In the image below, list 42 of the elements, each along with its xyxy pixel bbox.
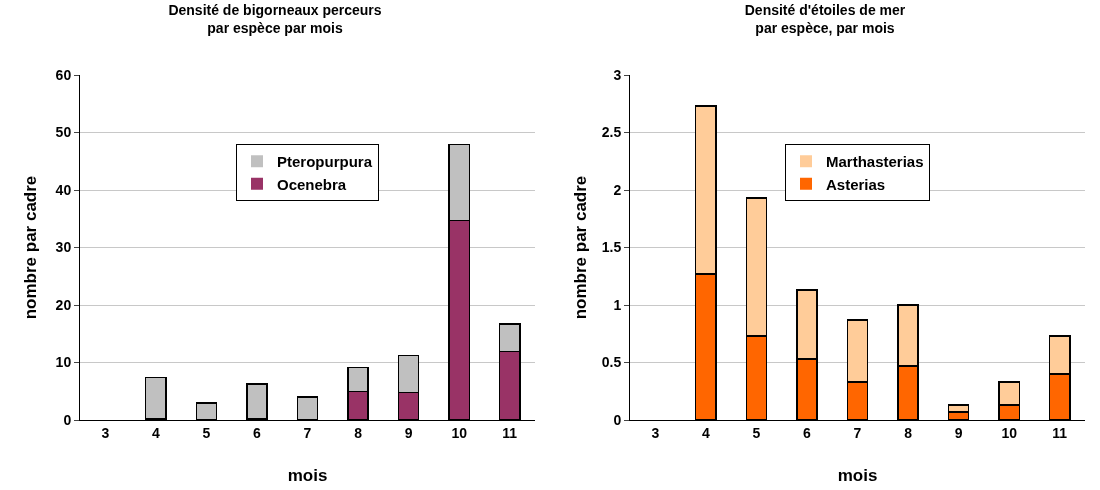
x-tick-label: 6 xyxy=(803,424,812,441)
x-tick-label: 8 xyxy=(904,424,913,441)
y-tick-label: 3 xyxy=(613,66,622,83)
y-tick-label: 50 xyxy=(55,124,72,141)
x-tick-label: 11 xyxy=(1052,424,1068,441)
chart-title: Densité de bigorneaux perceurs par espèce par mois xyxy=(168,1,382,36)
chart-title: Densité d'étoiles de mer par espèce, par mois xyxy=(744,1,906,36)
x-axis-title: mois xyxy=(287,466,328,485)
x-tick-label: 5 xyxy=(752,424,761,441)
x-tick-label: 3 xyxy=(651,424,660,441)
y-tick-label: 1.5 xyxy=(601,239,622,256)
x-tick-label: 9 xyxy=(404,424,413,441)
x-tick-label: 7 xyxy=(303,424,312,441)
x-tick-label: 10 xyxy=(1001,424,1018,441)
x-tick-label: 4 xyxy=(151,424,160,441)
legend-label: Marthasterias xyxy=(826,153,924,171)
y-axis-title: nombre par cadre xyxy=(21,175,40,320)
y-tick-label: 40 xyxy=(55,181,72,198)
y-tick-label: 10 xyxy=(55,354,72,371)
x-tick-label: 4 xyxy=(701,424,710,441)
x-tick-label: 9 xyxy=(954,424,963,441)
y-tick-label: 2 xyxy=(613,181,622,198)
x-tick-label: 7 xyxy=(853,424,862,441)
x-tick-label: 5 xyxy=(202,424,211,441)
y-tick-label: 0 xyxy=(613,411,622,428)
legend-label: Asterias xyxy=(826,175,886,193)
y-tick-label: 1 xyxy=(613,296,622,313)
y-tick-label: 0 xyxy=(63,411,72,428)
x-axis-title: mois xyxy=(837,466,878,485)
y-tick-label: 2.5 xyxy=(601,124,622,141)
y-axis-title: nombre par cadre xyxy=(571,175,590,320)
y-tick-label: 60 xyxy=(55,66,72,83)
legend-label: Pteropurpura xyxy=(277,153,373,171)
x-tick-label: 8 xyxy=(354,424,363,441)
x-tick-label: 3 xyxy=(101,424,110,441)
y-tick-label: 0.5 xyxy=(601,354,622,371)
y-tick-label: 30 xyxy=(55,239,72,256)
y-tick-label: 20 xyxy=(55,296,72,313)
x-tick-label: 6 xyxy=(253,424,262,441)
x-tick-label: 11 xyxy=(502,424,518,441)
legend-label: Ocenebra xyxy=(277,175,347,193)
x-tick-label: 10 xyxy=(451,424,468,441)
